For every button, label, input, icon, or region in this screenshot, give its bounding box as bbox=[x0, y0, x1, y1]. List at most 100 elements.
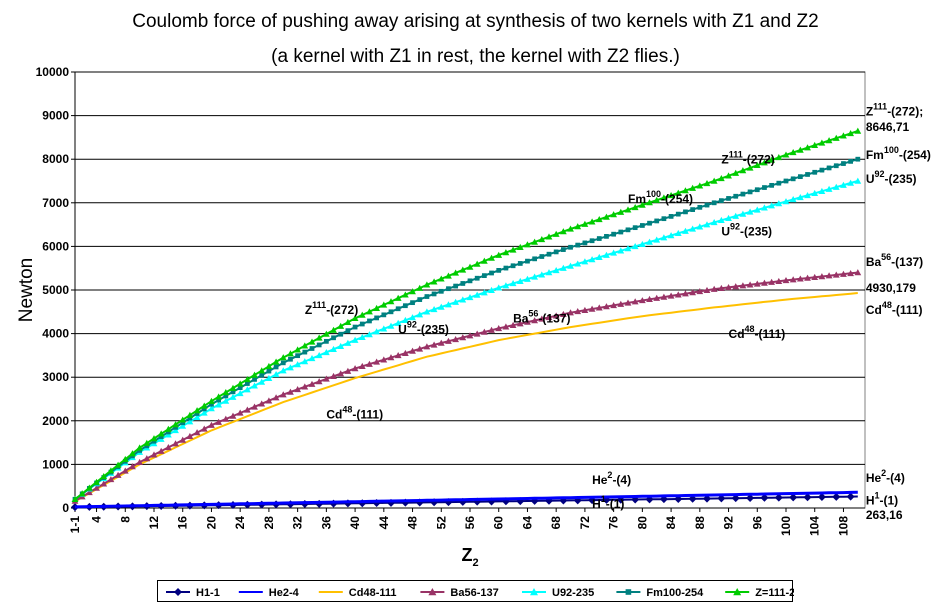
data-point bbox=[840, 132, 847, 139]
series-layer bbox=[71, 127, 862, 512]
data-point bbox=[510, 263, 516, 269]
data-point bbox=[272, 358, 280, 365]
annotation-ba-mid: Ba56-(137) bbox=[513, 309, 570, 326]
data-point bbox=[789, 196, 797, 203]
data-point bbox=[236, 380, 244, 387]
data-point bbox=[790, 176, 796, 182]
data-point bbox=[401, 291, 409, 298]
data-point bbox=[653, 196, 661, 203]
data-point bbox=[753, 206, 761, 213]
data-point bbox=[603, 303, 610, 310]
data-point bbox=[825, 137, 833, 144]
data-point bbox=[725, 283, 732, 291]
data-point bbox=[775, 200, 783, 207]
data-point bbox=[243, 375, 251, 383]
data-point bbox=[574, 260, 582, 267]
data-point bbox=[761, 204, 768, 211]
data-point bbox=[351, 336, 359, 343]
data-point bbox=[243, 386, 251, 393]
data-point bbox=[445, 272, 452, 279]
annotation-sup: 2 bbox=[607, 470, 612, 480]
data-point bbox=[589, 238, 595, 244]
y-tick-label: 5000 bbox=[42, 283, 69, 297]
data-point bbox=[717, 216, 725, 224]
data-point bbox=[703, 286, 711, 293]
data-point bbox=[85, 489, 93, 496]
data-point bbox=[789, 493, 798, 502]
data-point bbox=[229, 393, 237, 400]
data-point bbox=[661, 216, 667, 222]
annotation-base: Z bbox=[866, 105, 873, 119]
data-point bbox=[495, 324, 503, 332]
data-point bbox=[136, 444, 144, 451]
data-point bbox=[251, 403, 258, 410]
data-point bbox=[164, 425, 172, 432]
data-point bbox=[603, 251, 610, 258]
annotation-base: Fm bbox=[866, 148, 884, 162]
x-tick-label: 36 bbox=[319, 516, 333, 530]
annotation-text: -(235) bbox=[417, 323, 449, 337]
data-point bbox=[345, 328, 351, 334]
legend-marker bbox=[428, 588, 437, 596]
annotation-sup: 2 bbox=[881, 468, 886, 478]
data-point bbox=[395, 306, 401, 312]
data-point bbox=[617, 208, 625, 215]
data-point bbox=[617, 247, 625, 254]
annotation-sup: 111 bbox=[729, 150, 743, 160]
data-point bbox=[236, 409, 244, 416]
annotation-fm-end: Fm100-(254) bbox=[866, 145, 931, 162]
data-point bbox=[136, 458, 144, 465]
data-point bbox=[559, 310, 567, 317]
data-point bbox=[488, 254, 495, 261]
legend-item-Cd48-111: Cd48-111 bbox=[318, 587, 397, 599]
data-point bbox=[322, 330, 330, 337]
data-point bbox=[811, 141, 819, 149]
data-point bbox=[358, 362, 366, 370]
data-point bbox=[610, 301, 618, 309]
data-point bbox=[423, 343, 431, 350]
annotation-sup: 48 bbox=[745, 324, 755, 334]
annotation-text: -(1) bbox=[880, 494, 899, 508]
data-point bbox=[302, 349, 308, 355]
annotation-sup: 92 bbox=[407, 320, 417, 330]
data-point bbox=[503, 265, 509, 271]
data-point bbox=[610, 249, 618, 256]
data-point bbox=[509, 321, 517, 328]
legend-item-U92-235: U92-235 bbox=[522, 587, 594, 599]
x-tick-label: 84 bbox=[664, 516, 678, 530]
data-point bbox=[373, 358, 381, 365]
data-point bbox=[243, 406, 251, 413]
data-point bbox=[797, 174, 803, 180]
annotation-cd-mid-lower: Cd48-(111) bbox=[326, 405, 383, 422]
annotation-base: He bbox=[592, 473, 608, 487]
data-point bbox=[374, 315, 380, 321]
data-point bbox=[559, 264, 567, 271]
data-point bbox=[796, 193, 804, 201]
data-point bbox=[315, 334, 323, 341]
data-point bbox=[410, 300, 415, 306]
data-point bbox=[366, 331, 373, 338]
data-point bbox=[308, 355, 316, 362]
data-point bbox=[216, 397, 222, 403]
data-point bbox=[344, 318, 352, 325]
data-point bbox=[351, 365, 359, 372]
x-tick-label: 1-1 bbox=[68, 516, 82, 534]
data-point bbox=[452, 298, 460, 305]
data-point bbox=[453, 283, 459, 289]
data-point bbox=[825, 272, 833, 279]
legend-marker bbox=[174, 588, 182, 596]
data-point bbox=[739, 282, 747, 289]
annotation-sup: 111 bbox=[312, 300, 326, 310]
data-point bbox=[388, 309, 394, 315]
annotation-base: Cd bbox=[729, 327, 745, 341]
data-point bbox=[179, 436, 187, 443]
data-point bbox=[209, 401, 214, 407]
annotation-base: H bbox=[866, 494, 875, 508]
data-point bbox=[588, 218, 596, 225]
data-point bbox=[762, 185, 767, 190]
y-tick-label: 9000 bbox=[42, 109, 69, 123]
data-point bbox=[524, 275, 531, 282]
data-point bbox=[367, 318, 372, 324]
annotation-text: -(235) bbox=[740, 225, 772, 239]
data-point bbox=[516, 320, 524, 327]
